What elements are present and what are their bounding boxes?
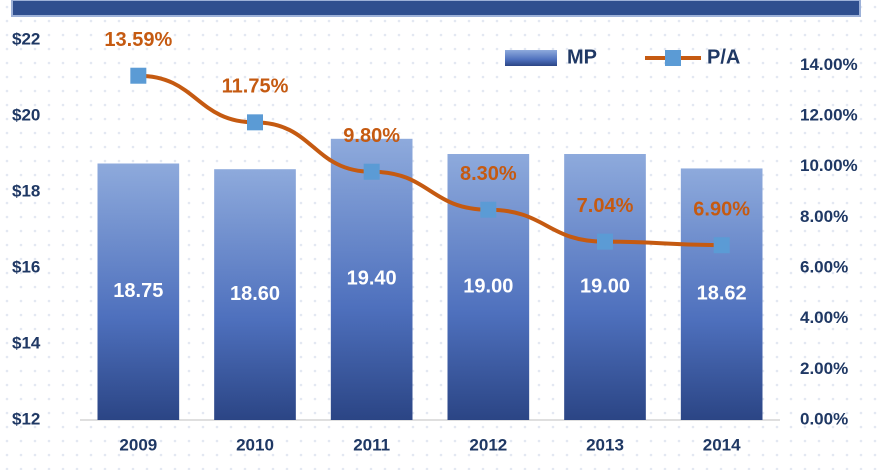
x-tick-label: 2009 <box>119 435 157 454</box>
x-tick-label: 2014 <box>703 435 741 454</box>
line-marker <box>130 67 147 84</box>
legend-swatch <box>505 50 557 66</box>
line-marker <box>363 163 380 180</box>
y-tick-label: $20 <box>12 105 40 124</box>
y2-tick-label: 6.00% <box>800 257 848 276</box>
line-value-label: 9.80% <box>343 125 400 147</box>
y-tick-label: $12 <box>12 409 40 428</box>
legend-label: P/A <box>707 46 740 68</box>
bar <box>214 169 296 420</box>
line-marker <box>480 201 497 218</box>
bar-value-label: 19.40 <box>347 268 397 290</box>
bar-value-label: 18.60 <box>230 283 280 305</box>
bar-value-label: 19.00 <box>463 275 513 297</box>
line-value-label: 8.30% <box>460 163 517 185</box>
bar <box>447 154 530 420</box>
bar-value-label: 19.00 <box>580 275 630 297</box>
header-band <box>11 0 861 17</box>
line-value-label: 6.90% <box>693 198 750 220</box>
y2-tick-label: 10.00% <box>800 156 858 175</box>
line-marker <box>713 237 730 254</box>
y2-tick-label: 12.00% <box>800 105 858 124</box>
x-tick-label: 2013 <box>586 435 624 454</box>
y2-tick-label: 0.00% <box>800 409 848 428</box>
bar <box>330 138 413 421</box>
y-tick-label: $16 <box>12 257 40 276</box>
bar-value-label: 18.75 <box>113 280 163 302</box>
bar-value-label: 18.62 <box>697 283 747 305</box>
y-tick-label: $18 <box>12 181 40 200</box>
y-tick-label: $22 <box>12 29 40 48</box>
y2-tick-label: 8.00% <box>800 207 848 226</box>
line-marker <box>597 233 613 250</box>
bar <box>680 168 763 420</box>
line-value-label: 11.75% <box>222 76 289 98</box>
bar <box>97 163 180 420</box>
legend-swatch-marker <box>665 50 681 66</box>
line-marker <box>247 114 263 131</box>
x-tick-label: 2011 <box>353 435 390 454</box>
legend-label: MP <box>567 46 597 68</box>
line-value-label: 13.59% <box>104 29 172 51</box>
y-tick-label: $14 <box>12 333 41 352</box>
y2-tick-label: 2.00% <box>800 359 848 378</box>
x-tick-label: 2010 <box>236 435 274 454</box>
bar <box>564 154 646 420</box>
y2-tick-label: 4.00% <box>800 308 848 327</box>
y2-tick-label: 14.00% <box>800 55 858 74</box>
line-value-label: 7.04% <box>577 195 634 217</box>
x-tick-label: 2012 <box>469 435 507 454</box>
